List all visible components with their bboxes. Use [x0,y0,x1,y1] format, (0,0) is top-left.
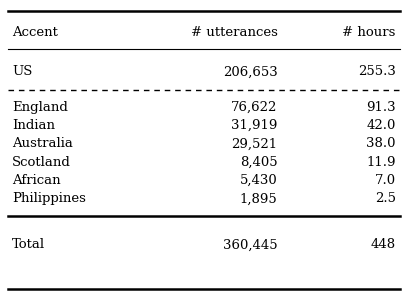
Text: Australia: Australia [12,137,73,150]
Text: 1,895: 1,895 [239,192,277,205]
Text: 448: 448 [370,238,396,251]
Text: 8,405: 8,405 [240,156,277,169]
Text: 76,622: 76,622 [231,101,277,114]
Text: # utterances: # utterances [191,26,277,39]
Text: 7.0: 7.0 [375,174,396,187]
Text: 91.3: 91.3 [366,101,396,114]
Text: 31,919: 31,919 [231,119,277,132]
Text: 2.5: 2.5 [375,192,396,205]
Text: Philippines: Philippines [12,192,86,205]
Text: Scotland: Scotland [12,156,71,169]
Text: 42.0: 42.0 [366,119,396,132]
Text: Accent: Accent [12,26,58,39]
Text: US: US [12,65,33,78]
Text: # hours: # hours [342,26,396,39]
Text: England: England [12,101,68,114]
Text: 38.0: 38.0 [366,137,396,150]
Text: 11.9: 11.9 [366,156,396,169]
Text: 360,445: 360,445 [223,238,277,251]
Text: 29,521: 29,521 [231,137,277,150]
Text: 5,430: 5,430 [239,174,277,187]
Text: Total: Total [12,238,45,251]
Text: Indian: Indian [12,119,55,132]
Text: 206,653: 206,653 [223,65,277,78]
Text: 255.3: 255.3 [358,65,396,78]
Text: African: African [12,174,61,187]
